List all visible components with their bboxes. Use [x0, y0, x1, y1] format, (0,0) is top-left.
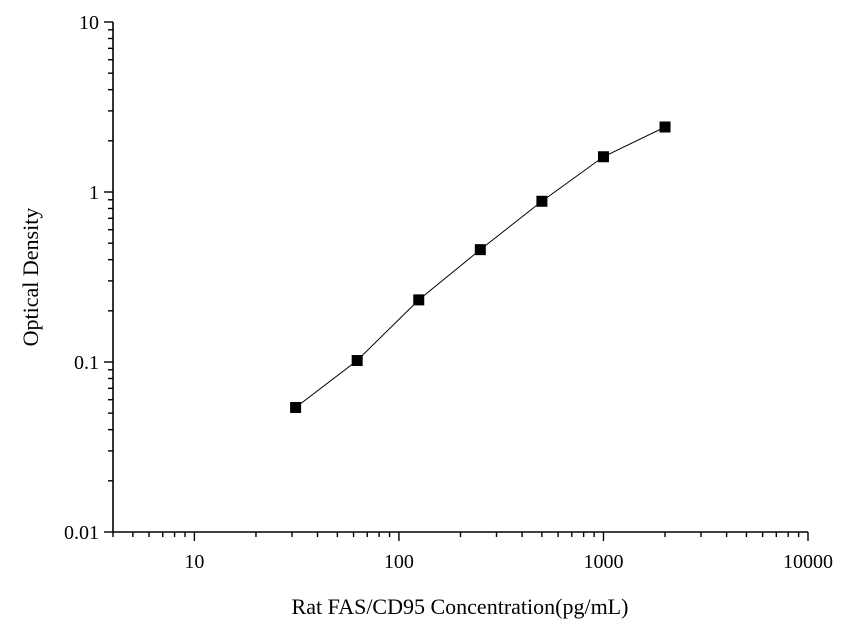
series [290, 121, 671, 413]
tick-labels: 10 100 1000 10000 0.01 0.1 1 10 [64, 12, 833, 573]
ticks [104, 21, 809, 541]
x-tick-label: 10 [184, 551, 204, 573]
data-point [474, 244, 486, 256]
x-tick-label: 1000 [583, 551, 623, 573]
data-point [536, 195, 548, 207]
y-tick-label: 10 [79, 12, 99, 34]
data-point [659, 121, 671, 133]
y-tick-label: 0.1 [74, 352, 99, 374]
data-point [413, 294, 425, 306]
x-axis-title: Rat FAS/CD95 Concentration(pg/mL) [292, 594, 629, 619]
y-tick-label: 0.01 [64, 522, 99, 544]
data-point [351, 355, 363, 367]
y-axis-title: Optical Density [18, 208, 43, 347]
series-line [295, 126, 666, 408]
axes [112, 22, 808, 533]
x-tick-label: 100 [384, 551, 414, 573]
y-tick-label: 1 [89, 182, 99, 204]
x-tick-label: 10000 [783, 551, 833, 573]
data-point [597, 151, 609, 163]
data-point [290, 401, 302, 413]
